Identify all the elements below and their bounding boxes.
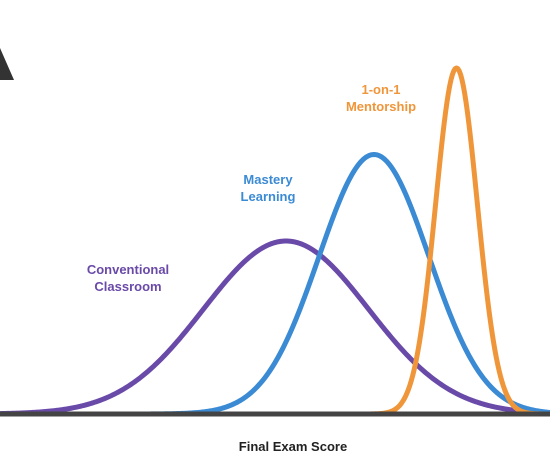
x-axis-label: Final Exam Score [239, 439, 347, 454]
series-label-line: Mastery [243, 172, 293, 187]
series-label-1-on-1-mentorship: 1-on-1 Mentorship [346, 82, 416, 114]
series-line-conventional-classroom [0, 238, 550, 417]
series-labels-group: Conventional Classroom Mastery Learning 1-on… [87, 82, 416, 294]
series-label-line: 1-on-1 [362, 82, 401, 97]
series-label-line: Learning [241, 189, 296, 204]
corner-shape [0, 48, 14, 80]
series-label-conventional-classroom: Conventional Classroom [87, 262, 169, 294]
series-label-line: Classroom [94, 279, 161, 294]
series-label-line: Mentorship [346, 99, 416, 114]
series-label-line: Conventional [87, 262, 169, 277]
curves-group [0, 65, 550, 417]
series-label-mastery-learning: Mastery Learning [241, 172, 296, 204]
